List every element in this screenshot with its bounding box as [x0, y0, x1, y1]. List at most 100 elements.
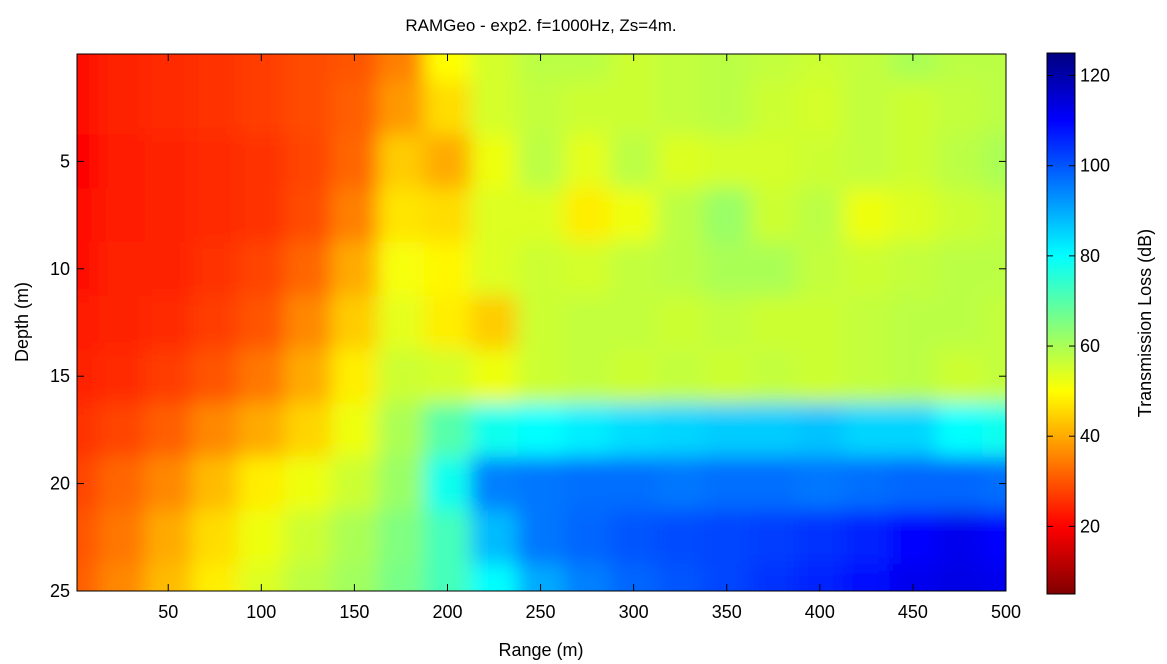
heatmap-cell — [470, 564, 519, 591]
heatmap-cell — [77, 456, 100, 512]
x-tick-label: 50 — [158, 602, 178, 622]
heatmap-cell — [656, 188, 705, 243]
heatmap-cell — [284, 564, 333, 591]
heatmap-cell — [377, 54, 426, 82]
heatmap-cell — [517, 241, 565, 297]
x-tick-label: 400 — [805, 602, 835, 622]
heatmap-cell — [517, 510, 565, 566]
heatmap-cell — [238, 349, 286, 405]
heatmap-cell — [238, 564, 286, 591]
heatmap-cell — [889, 456, 938, 512]
y-tick-label: 20 — [50, 474, 70, 494]
heatmap-cell — [610, 295, 658, 351]
heatmap-cell — [610, 80, 658, 136]
y-tick-label: 15 — [50, 366, 70, 386]
heatmap-cell — [936, 456, 984, 512]
heatmap-cell — [331, 510, 379, 566]
heatmap-cell — [703, 134, 752, 190]
heatmap-cell — [656, 403, 705, 458]
heatmap-cell — [750, 564, 798, 591]
heatmap-cell — [284, 54, 333, 82]
heatmap-cell — [470, 134, 519, 190]
x-tick-label: 350 — [712, 602, 742, 622]
heatmap-cell — [656, 54, 705, 82]
heatmap-cell — [656, 564, 705, 591]
heatmap-cell — [377, 510, 426, 566]
heatmap-cell — [982, 295, 1006, 351]
heatmap-cell — [703, 80, 752, 136]
colorbar-tick-label: 80 — [1080, 246, 1100, 266]
heatmap-cell — [563, 134, 612, 190]
colorbar-tick-label: 120 — [1080, 66, 1110, 86]
heatmap-cell — [843, 510, 891, 566]
heatmap-cell — [796, 295, 845, 351]
heatmap-cell — [796, 510, 845, 566]
heatmap-cell — [424, 564, 472, 591]
heatmap-cell — [238, 54, 286, 82]
heatmap-cell — [377, 403, 426, 458]
heatmap-cell — [284, 403, 333, 458]
heatmap-cell — [517, 403, 565, 458]
heatmap-cell — [936, 241, 984, 297]
heatmap-cell — [703, 188, 752, 243]
x-tick-label: 200 — [432, 602, 462, 622]
heatmap-cell — [843, 564, 891, 591]
heatmap-cell — [982, 80, 1006, 136]
heatmap-cell — [796, 134, 845, 190]
heatmap-cell — [796, 80, 845, 136]
heatmap-cell — [843, 349, 891, 405]
heatmap-cell — [517, 134, 565, 190]
heatmap-cell — [98, 54, 146, 82]
heatmap-cell — [796, 54, 845, 82]
heatmap-cell — [144, 403, 193, 458]
colorbar-ticks: 20 40 60 80 100 120 — [1047, 66, 1110, 536]
heatmap-cell — [889, 241, 938, 297]
heatmap-cell — [470, 403, 519, 458]
heatmap-cell — [936, 134, 984, 190]
heatmap-cell — [377, 188, 426, 243]
heatmap-cell — [238, 188, 286, 243]
heatmap-cell — [796, 564, 845, 591]
x-tick-label: 100 — [246, 602, 276, 622]
heatmap-cell — [750, 403, 798, 458]
heatmap-cell — [843, 134, 891, 190]
heatmap-cell — [377, 80, 426, 136]
heatmap-cell — [284, 241, 333, 297]
heatmap-cell — [284, 295, 333, 351]
heatmap-cell — [144, 295, 193, 351]
heatmap-cell — [796, 456, 845, 512]
heatmap-cell — [284, 510, 333, 566]
heatmap-cell — [889, 403, 938, 458]
heatmap-cell — [191, 456, 240, 512]
heatmap-cell — [238, 403, 286, 458]
heatmap-cell — [889, 54, 938, 82]
heatmap-cell — [144, 456, 193, 512]
heatmap-cell — [77, 564, 100, 591]
heatmap-cell — [517, 80, 565, 136]
heatmap-cell — [77, 349, 100, 405]
heatmap-cell — [982, 54, 1006, 82]
heatmap-cell — [936, 80, 984, 136]
heatmap-cell — [610, 188, 658, 243]
heatmap-cell — [610, 349, 658, 405]
colorbar-tick-label: 60 — [1080, 336, 1100, 356]
heatmap-cell — [889, 349, 938, 405]
heatmap-cell — [936, 510, 984, 566]
heatmap-cell — [656, 510, 705, 566]
heatmap-cell — [424, 188, 472, 243]
heatmap-cell — [144, 80, 193, 136]
heatmap-cell — [331, 134, 379, 190]
heatmap-cell — [331, 403, 379, 458]
colorbar-label: Transmission Loss (dB) — [1135, 229, 1155, 417]
heatmap-cell — [517, 349, 565, 405]
heatmap-cell — [284, 188, 333, 243]
heatmap-cell — [331, 456, 379, 512]
heatmap-cell — [238, 456, 286, 512]
heatmap-cell — [284, 80, 333, 136]
heatmap-cell — [936, 54, 984, 82]
heatmap-cell — [563, 403, 612, 458]
heatmap-cell — [982, 510, 1006, 566]
heatmap-cell — [750, 295, 798, 351]
heatmap-cell — [656, 295, 705, 351]
heatmap-cell — [750, 188, 798, 243]
